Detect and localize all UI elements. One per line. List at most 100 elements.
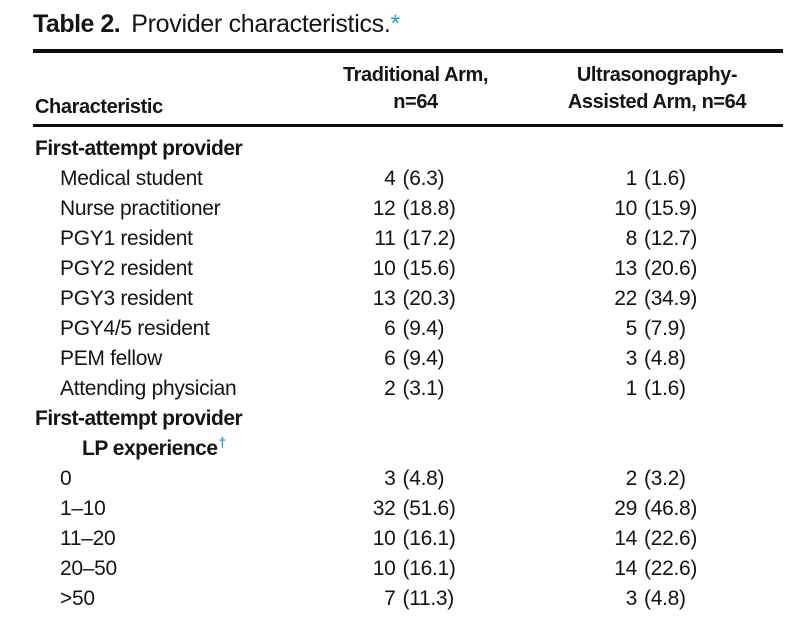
percent-value: (16.1) xyxy=(402,557,456,580)
row-label: 11–20 xyxy=(60,527,116,550)
traditional-value-cell: 10 (16.1) xyxy=(318,524,513,554)
percent-value: (51.6) xyxy=(402,497,456,520)
ultrasonography-arm-line2: Assisted Arm, n=64 xyxy=(567,90,747,113)
count-value: 11 xyxy=(374,227,396,250)
percent-value: (4.8) xyxy=(402,467,445,490)
ultrasound-value-cell: 8 (12.7) xyxy=(513,224,783,254)
percent-value: (4.8) xyxy=(644,587,686,610)
percent-value: (9.4) xyxy=(402,317,445,340)
row-label: PGY2 resident xyxy=(60,257,193,280)
count-value: 10 xyxy=(372,527,396,550)
row-label: >50 xyxy=(60,587,95,610)
count-value: 6 xyxy=(384,317,396,340)
row-label: PGY3 resident xyxy=(60,287,193,310)
ultrasound-value-cell: 10 (15.9) xyxy=(513,194,783,224)
count-value: 6 xyxy=(384,347,396,370)
table-title-text: Provider characteristics. xyxy=(131,10,391,38)
ultrasound-value-cell: 3 (4.8) xyxy=(513,584,783,614)
traditional-arm-line1: Traditional Arm, xyxy=(342,63,489,86)
count-value: 12 xyxy=(372,197,396,220)
table-row: 0 3 (4.8) 2 (3.2) xyxy=(33,464,783,494)
count-value: 3 xyxy=(625,587,638,610)
table-number-label: Table 2. xyxy=(33,10,121,38)
percent-value: (9.4) xyxy=(402,347,445,370)
traditional-value-cell: 10 (15.6) xyxy=(318,254,513,284)
table-row: First-attempt provider LP experience† xyxy=(33,404,783,464)
row-label: PGY1 resident xyxy=(60,227,193,250)
count-value: 8 xyxy=(625,227,638,250)
table-row: 1–10 32 (51.6) 29 (46.8) xyxy=(33,494,783,524)
ultrasound-value-cell: 1 (1.6) xyxy=(513,374,783,404)
column-header-characteristic: Characteristic xyxy=(35,96,163,118)
table-row: Nurse practitioner 12 (18.8) 10 (15.9) xyxy=(33,194,783,224)
asterisk-footnote-marker: * xyxy=(390,10,401,38)
count-value: 14 xyxy=(614,527,637,550)
count-value: 7 xyxy=(384,587,396,610)
percent-value: (22.6) xyxy=(644,527,698,550)
traditional-value-cell: 2 (3.1) xyxy=(318,374,513,404)
count-value: 10 xyxy=(614,197,637,220)
table-row: Medical student 4 (6.3) 1 (1.6) xyxy=(33,164,783,194)
dagger-footnote-marker: † xyxy=(218,434,227,450)
section-line2: LP experience† xyxy=(82,434,227,460)
traditional-value-cell: 6 (9.4) xyxy=(318,344,513,374)
row-label: Attending physician xyxy=(60,377,237,400)
ultrasound-value-cell: 3 (4.8) xyxy=(513,344,783,374)
row-label: PEM fellow xyxy=(60,347,163,370)
table-title: Table 2. Provider characteristics.* xyxy=(33,10,400,39)
column-header-traditional-arm: Traditional Arm, n=64 xyxy=(318,62,513,116)
row-label: Nurse practitioner xyxy=(60,197,221,220)
table-row: 20–50 10 (16.1) 14 (22.6) xyxy=(33,554,783,584)
count-value: 13 xyxy=(614,257,637,280)
count-value: 2 xyxy=(384,377,396,400)
count-value: 10 xyxy=(372,257,396,280)
percent-value: (20.6) xyxy=(644,257,698,280)
count-value: 1 xyxy=(625,167,638,190)
column-header-ultrasonography-arm: Ultrasonography- Assisted Arm, n=64 xyxy=(513,62,783,116)
row-label: 1–10 xyxy=(60,497,106,520)
count-value: 13 xyxy=(372,287,396,310)
percent-value: (20.3) xyxy=(402,287,456,310)
percent-value: (7.9) xyxy=(644,317,686,340)
count-value: 2 xyxy=(625,467,638,490)
table-row: PGY2 resident 10 (15.6) 13 (20.6) xyxy=(33,254,783,284)
percent-value: (15.9) xyxy=(644,197,698,220)
traditional-value-cell: 4 (6.3) xyxy=(318,164,513,194)
traditional-value-cell: 11 (17.2) xyxy=(318,224,513,254)
count-value: 3 xyxy=(625,347,638,370)
count-value: 3 xyxy=(384,467,396,490)
ultrasound-value-cell: 5 (7.9) xyxy=(513,314,783,344)
traditional-value-cell: 32 (51.6) xyxy=(318,494,513,524)
table-body: First-attempt provider Medical student 4… xyxy=(33,127,783,614)
percent-value: (16.1) xyxy=(402,527,456,550)
table-row: PGY1 resident 11 (17.2) 8 (12.7) xyxy=(33,224,783,254)
table-row: Attending physician 2 (3.1) 1 (1.6) xyxy=(33,374,783,404)
ultrasound-value-cell: 2 (3.2) xyxy=(513,464,783,494)
row-label: 20–50 xyxy=(60,557,117,580)
traditional-value-cell: 6 (9.4) xyxy=(318,314,513,344)
percent-value: (34.9) xyxy=(644,287,698,310)
table-row: PEM fellow 6 (9.4) 3 (4.8) xyxy=(33,344,783,374)
percent-value: (22.6) xyxy=(644,557,698,580)
traditional-value-cell: 3 (4.8) xyxy=(318,464,513,494)
count-value: 4 xyxy=(384,167,396,190)
traditional-value-cell: 13 (20.3) xyxy=(318,284,513,314)
traditional-value-cell: 10 (16.1) xyxy=(318,554,513,584)
ultrasound-value-cell: 1 (1.6) xyxy=(513,164,783,194)
count-value: 29 xyxy=(614,497,637,520)
ultrasonography-arm-line1: Ultrasonography- xyxy=(576,63,738,86)
section-line1: First-attempt provider xyxy=(35,407,243,430)
count-value: 5 xyxy=(625,317,638,340)
row-label: 0 xyxy=(60,467,72,490)
table-header-row: Characteristic Traditional Arm, n=64 Ult… xyxy=(33,53,783,124)
ultrasound-value-cell: 29 (46.8) xyxy=(513,494,783,524)
percent-value: (1.6) xyxy=(644,167,686,190)
section-label: First-attempt provider xyxy=(35,137,243,160)
provider-characteristics-table: Characteristic Traditional Arm, n=64 Ult… xyxy=(33,49,783,614)
traditional-value-cell: 7 (11.3) xyxy=(318,584,513,614)
count-value: 32 xyxy=(372,497,396,520)
count-value: 22 xyxy=(614,287,637,310)
header-rule xyxy=(33,124,783,127)
traditional-arm-line2: n=64 xyxy=(393,90,438,113)
